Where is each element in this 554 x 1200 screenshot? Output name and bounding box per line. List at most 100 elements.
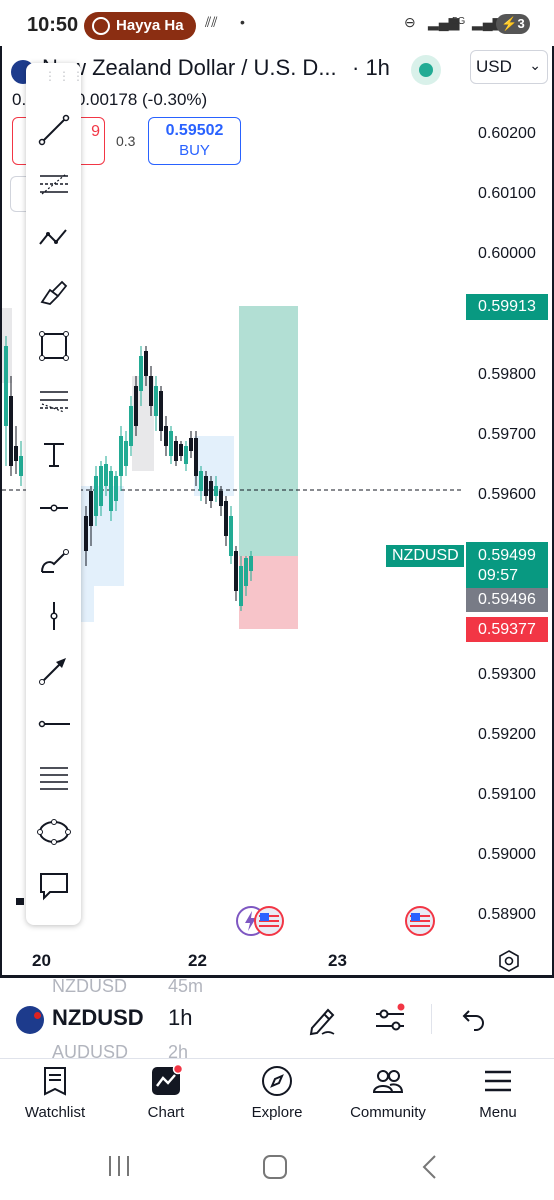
price-scale-label: 0.59700 [478, 426, 536, 443]
candle-body [174, 441, 178, 461]
candle-body [244, 558, 248, 586]
text-tool[interactable] [33, 433, 75, 475]
timeframe-selector[interactable]: 1h [168, 1005, 193, 1030]
gann-fan-tool[interactable] [33, 379, 75, 421]
buy-button[interactable]: 0.59502 BUY [148, 117, 241, 165]
price-scale-label: 0.59000 [478, 846, 536, 863]
buy-price: 0.59502 [165, 122, 224, 139]
title-timeframe[interactable]: · 1h [352, 55, 390, 80]
collapsed-panel[interactable] [10, 176, 28, 212]
community-icon [372, 1070, 404, 1093]
candle-body [94, 476, 98, 516]
chart-settings-icon[interactable] [498, 950, 520, 972]
stop-price-tag[interactable]: 0.59377 [466, 617, 548, 642]
candle-body [224, 501, 228, 536]
vertical-line-tool[interactable] [33, 595, 75, 637]
price-scale-label: 0.59100 [478, 786, 536, 803]
parallel-channel-tool[interactable] [33, 757, 75, 799]
candle-body [119, 436, 123, 476]
undo-icon[interactable] [452, 1000, 492, 1040]
candle-body [204, 476, 208, 496]
candle-body [239, 566, 243, 606]
candle-body [229, 516, 233, 556]
notification-pill[interactable]: Hayya Ha [84, 12, 196, 40]
candle-body [169, 431, 173, 456]
callout-tool[interactable] [33, 865, 75, 907]
indicators-icon[interactable] [370, 1000, 410, 1040]
us-flag-event-icon[interactable] [405, 906, 435, 936]
symbol-title[interactable]: New Zealand Dollar / U.S. D... [42, 55, 337, 80]
ghost-symbol: AUDUSD [52, 1042, 129, 1062]
gann-fan-icon [40, 391, 68, 413]
battery-icon: ⚡3 [496, 14, 530, 34]
ellipse-tool[interactable] [33, 811, 75, 853]
candle-body [134, 386, 138, 426]
currency-select[interactable]: USD ⌄ [470, 50, 548, 84]
candle-body [144, 351, 148, 376]
chart-canvas[interactable] [2, 46, 464, 946]
nav-community[interactable]: Community [333, 1064, 443, 1121]
candle-body [179, 444, 183, 456]
rectangle-tool[interactable] [33, 325, 75, 367]
freehand-tool[interactable] [33, 541, 75, 583]
bar-countdown: 09:57 [478, 567, 519, 584]
nav-label: Watchlist [24, 1104, 86, 1121]
last-price-tag: 0.59499 09:57 [466, 542, 548, 588]
nav-label: Explore [251, 1104, 303, 1121]
nav-watchlist[interactable]: Watchlist [0, 1064, 110, 1121]
horizontal-line-tool[interactable] [33, 703, 75, 745]
candle-body [84, 516, 88, 551]
price-scale-label: 0.60100 [478, 185, 536, 202]
horizontal-ray-tool[interactable] [33, 487, 75, 529]
fib-retracement-tool[interactable] [33, 163, 75, 205]
time-axis-label: 20 [32, 951, 51, 970]
time-axis-label: 22 [188, 951, 207, 970]
candle-body [184, 446, 188, 464]
candle-body [109, 471, 113, 511]
candle-body [249, 556, 253, 571]
us-flag-event-icon[interactable] [254, 906, 284, 936]
brush-tool[interactable] [33, 271, 75, 313]
signal2-icon: ▂▄▆ [472, 14, 504, 30]
candle-body [89, 491, 93, 526]
horizontal-ray-icon [40, 504, 68, 512]
buy-label: BUY [179, 142, 210, 159]
price-scale-label: 0.59300 [478, 666, 536, 683]
candle-body [154, 386, 158, 416]
symbol-tag: NZDUSD [386, 545, 464, 567]
trend-line-tool[interactable] [33, 109, 75, 151]
patterns-tool[interactable] [33, 217, 75, 259]
compass-icon [262, 1066, 292, 1096]
time-axis-label: 23 [328, 951, 347, 970]
price-scale-label: 0.59800 [478, 366, 536, 383]
chart-area[interactable] [0, 46, 554, 978]
nav-label: Chart [147, 1104, 185, 1121]
drag-handle-icon[interactable]: ⋮⋮⋮ [44, 69, 86, 83]
nav-chart[interactable]: Chart [111, 1064, 221, 1121]
nav-explore[interactable]: Explore [222, 1064, 332, 1121]
symbol-selector[interactable]: NZDUSD [52, 1005, 144, 1030]
marker [16, 898, 24, 905]
target-price-tag[interactable]: 0.59913 [466, 294, 548, 320]
candle-body [234, 551, 238, 591]
ghost-timeframe: 2h [168, 1042, 189, 1062]
candle-body [199, 471, 203, 491]
candle-body [104, 464, 108, 486]
back-icon[interactable] [420, 1154, 440, 1180]
recent-apps-icon[interactable] [106, 1154, 132, 1178]
status-time: 10:50 [27, 14, 79, 36]
watchlist-icon [44, 1067, 66, 1096]
nav-menu[interactable]: Menu [443, 1064, 553, 1121]
price-scale-label: 0.60200 [478, 125, 536, 142]
chart-icon [152, 1064, 183, 1095]
drawing-pen-icon[interactable] [302, 1000, 342, 1040]
menu-icon [485, 1070, 511, 1092]
arrow-icon [39, 658, 66, 685]
brush-icon [40, 280, 68, 305]
home-icon[interactable] [262, 1154, 288, 1180]
arrow-tool[interactable] [33, 649, 75, 691]
last-price: 0.59499 [478, 547, 536, 564]
text-icon [44, 443, 64, 467]
fib-retracement-icon [40, 173, 68, 195]
system-navigation [0, 1136, 554, 1200]
